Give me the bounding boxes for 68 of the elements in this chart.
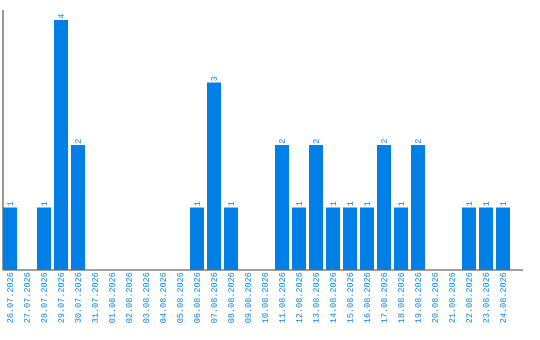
bar [411,145,426,270]
data-label: 4 [58,14,64,18]
data-label: 1 [7,202,13,206]
x-tick-label: 24.08.2026 [500,272,506,323]
bar [275,145,290,270]
x-tick-label: 28.07.2026 [41,272,47,323]
x-tick-label: 15.08.2026 [347,272,353,323]
x-tick-label: 12.08.2026 [296,272,302,323]
data-label: 1 [296,202,302,206]
data-label: 2 [415,139,421,144]
x-tick-label: 16.08.2026 [364,272,370,323]
data-label: 1 [41,202,47,206]
x-tick-label: 01.08.2026 [109,272,115,323]
bar [224,208,238,270]
x-tick-label: 21.08.2026 [449,272,455,323]
bar [394,208,408,270]
data-label: 3 [211,76,217,81]
bar [309,145,324,270]
x-tick-label: 27.07.2026 [24,272,30,323]
x-tick-label: 19.08.2026 [415,272,421,323]
x-tick-label: 29.07.2026 [58,272,64,323]
data-label: 1 [330,202,336,206]
bar [360,208,374,270]
bar [462,208,476,270]
x-tick-label: 20.08.2026 [432,272,438,323]
x-tick-label: 30.07.2026 [75,272,81,323]
data-label: 1 [364,202,370,206]
x-tick-label: 10.08.2026 [262,272,268,323]
bar [71,145,86,270]
data-label: 1 [228,202,234,206]
bar [377,145,392,270]
data-label: 1 [500,202,506,206]
x-tick-label: 08.08.2026 [228,272,234,323]
x-tick-label: 22.08.2026 [466,272,472,323]
bar [190,208,204,270]
data-label: 2 [381,139,387,144]
x-tick-label: 07.08.2026 [211,272,217,323]
x-tick-label: 04.08.2026 [160,272,166,323]
data-label: 2 [75,139,81,144]
x-tick-label: 13.08.2026 [313,272,319,323]
data-label: 2 [279,139,285,144]
x-tick-label: 23.08.2026 [483,272,489,323]
data-label: 1 [466,202,472,206]
bar [3,208,17,270]
data-label: 1 [347,202,353,206]
x-tick-label: 09.08.2026 [245,272,251,323]
x-tick-label: 02.08.2026 [126,272,132,323]
bar [479,208,494,270]
bar [343,208,358,270]
bar [326,208,340,270]
bar [292,208,306,270]
data-label: 1 [398,202,404,206]
x-tick-label: 26.07.2026 [7,272,13,323]
x-tick-label: 11.08.2026 [279,272,285,323]
x-tick-label: 05.08.2026 [177,272,183,323]
x-tick-label: 31.07.2026 [92,272,98,323]
x-tick-label: 06.08.2026 [194,272,200,323]
x-tick-label: 03.08.2026 [143,272,149,323]
bar [207,82,222,270]
data-label: 1 [194,202,200,206]
x-tick-label: 14.08.2026 [330,272,336,323]
data-label: 1 [483,202,489,206]
bar [54,20,68,270]
x-tick-label: 17.08.2026 [381,272,387,323]
data-label: 2 [313,139,319,144]
bar [37,208,51,270]
bar [496,208,510,270]
x-tick-label: 18.08.2026 [398,272,404,323]
